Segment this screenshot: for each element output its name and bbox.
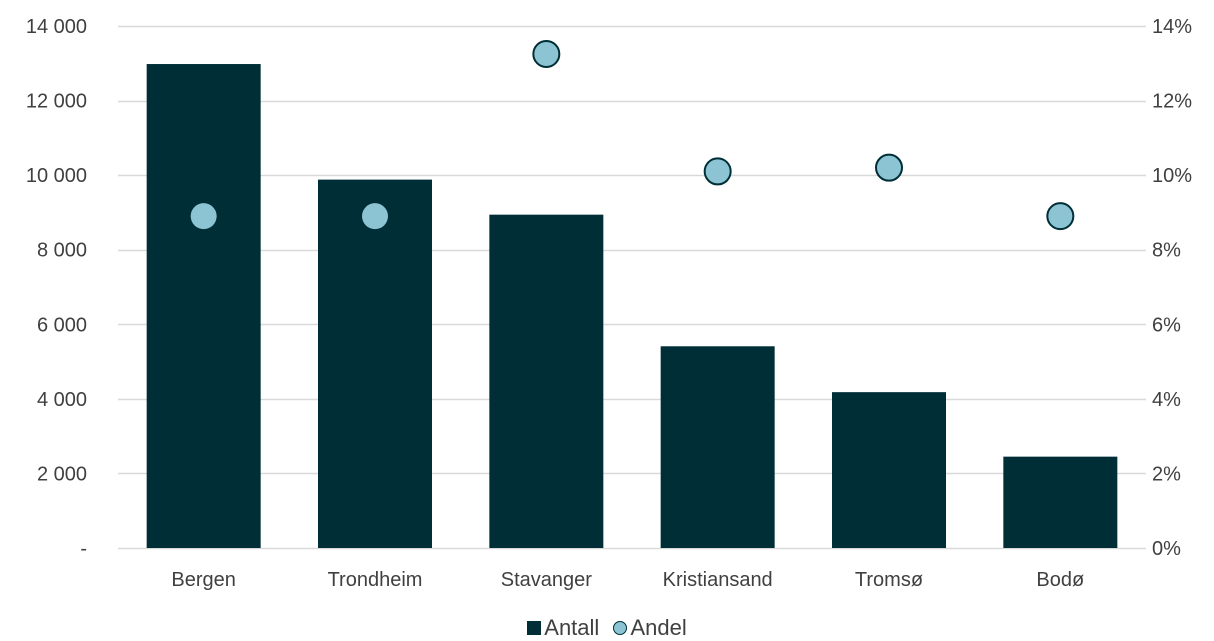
left-tick-label-6: 12 000 (26, 91, 87, 113)
bar-5 (1003, 456, 1118, 548)
dot-0 (190, 203, 217, 230)
bar-4 (832, 392, 946, 548)
bar-series-antall (146, 64, 1118, 549)
legend-label-andel: Andel (630, 615, 687, 640)
dot-4 (875, 153, 903, 182)
dot-3 (703, 157, 732, 186)
category-label-1: Trondheim (328, 569, 423, 591)
category-axis-labels: Bergen Trondheim Stavanger Kristiansand Trom… (171, 569, 1084, 591)
bar-2 (489, 214, 604, 548)
left-tick-label-5: 10 000 (26, 165, 87, 187)
right-tick-label-4: 8% (1152, 240, 1181, 262)
right-tick-label-3: 6% (1152, 314, 1181, 336)
category-label-2: Stavanger (501, 569, 593, 591)
gridlines (118, 25, 1146, 550)
left-tick-label-3: 6 000 (37, 314, 87, 336)
legend-item-antall: Antall (527, 615, 599, 641)
bar-3 (660, 346, 775, 548)
right-tick-label-2: 4% (1152, 389, 1181, 411)
right-tick-label-7: 14% (1152, 16, 1192, 38)
left-tick-label-1: 2 000 (37, 463, 87, 485)
scatter-series-andel (190, 39, 1075, 231)
legend-swatch-bar (527, 621, 542, 635)
category-label-4: Tromsø (855, 569, 923, 591)
left-axis-ticks: - 2 000 4 000 6 000 8 000 10 000 12 000 14 000 (26, 16, 87, 560)
left-tick-label-7: 14 000 (26, 16, 87, 38)
category-label-0: Bergen (171, 569, 236, 591)
legend-swatch-dot (613, 621, 628, 635)
dot-5 (1046, 202, 1075, 231)
right-tick-label-0: 0% (1152, 538, 1181, 560)
right-tick-label-5: 10% (1152, 165, 1192, 187)
bar-0 (146, 64, 261, 548)
dot-1 (362, 203, 388, 230)
category-label-5: Bodø (1036, 569, 1084, 591)
left-tick-label-4: 8 000 (37, 240, 87, 262)
right-tick-label-6: 12% (1152, 91, 1192, 113)
bar-1 (318, 179, 432, 549)
right-axis-ticks: 0% 2% 4% 6% 8% 10% 12% 14% (1152, 16, 1192, 560)
legend: Antall Andel (0, 615, 1214, 641)
left-tick-label-0: - (80, 538, 87, 560)
left-tick-label-2: 4 000 (37, 389, 87, 411)
legend-item-andel: Andel (613, 615, 687, 641)
dot-2 (532, 39, 561, 68)
category-label-3: Kristiansand (663, 569, 773, 591)
legend-label-antall: Antall (544, 615, 600, 640)
right-tick-label-1: 2% (1152, 463, 1181, 485)
